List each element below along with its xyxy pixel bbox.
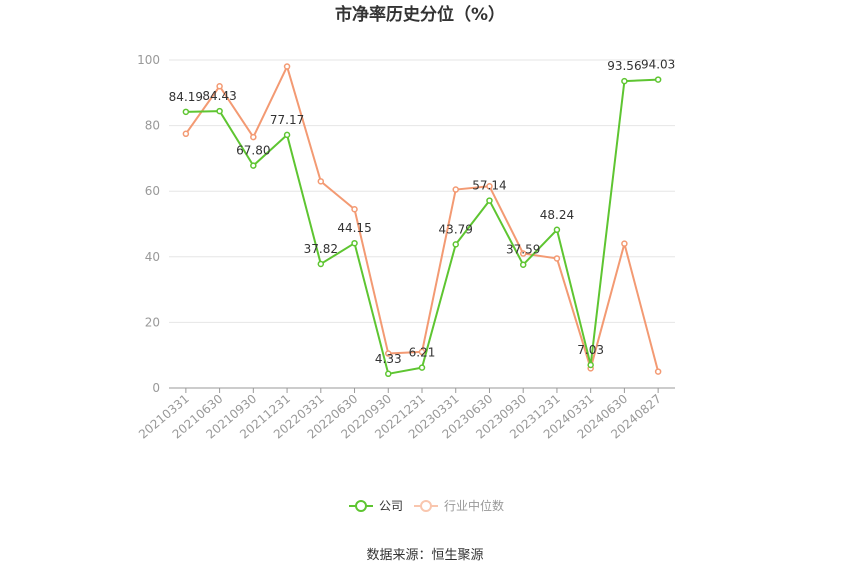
series-line <box>185 65 660 372</box>
data-labels: 84.19 84.43 67.80 77.17 37.82 44.15 4.33 6.21 43… <box>169 58 676 366</box>
y-tick-label: 40 <box>145 250 160 264</box>
data-label: 4.33 <box>375 352 402 366</box>
data-point[interactable] <box>654 368 662 375</box>
data-label: 43.79 <box>439 222 473 236</box>
legend-item-company[interactable]: 公司 <box>349 499 403 513</box>
legend-item-industry[interactable]: 行业中位数 <box>414 498 504 513</box>
data-point[interactable] <box>452 186 459 193</box>
data-point[interactable] <box>486 183 493 190</box>
series-line <box>185 78 659 375</box>
data-point[interactable] <box>452 241 459 248</box>
data-point[interactable] <box>250 133 257 141</box>
x-axis: 2021033120210630202109302021123120220331… <box>136 387 675 442</box>
data-label: 57.14 <box>472 179 506 193</box>
data-label: 94.03 <box>641 58 675 72</box>
data-point[interactable] <box>385 350 392 357</box>
data-point[interactable] <box>317 260 325 268</box>
data-point[interactable] <box>621 240 628 247</box>
data-point[interactable] <box>621 77 628 85</box>
data-point[interactable] <box>418 348 426 356</box>
data-label: 6.21 <box>409 346 436 360</box>
data-point[interactable] <box>216 107 223 115</box>
y-tick-label: 60 <box>145 184 160 198</box>
data-point[interactable] <box>283 131 291 139</box>
data-point[interactable] <box>486 197 493 204</box>
legend-label-company: 公司 <box>379 499 403 513</box>
y-tick-label: 20 <box>145 315 160 329</box>
data-point[interactable] <box>283 63 291 70</box>
source-note: 数据来源：恒生聚源 <box>366 548 483 563</box>
series-company <box>182 76 662 378</box>
data-point[interactable] <box>587 361 594 369</box>
grid-lines <box>169 59 675 323</box>
data-label: 84.19 <box>169 90 203 104</box>
y-tick-label: 0 <box>152 381 160 395</box>
data-label: 37.59 <box>506 243 540 257</box>
data-label: 84.43 <box>202 89 236 103</box>
data-label: 48.24 <box>540 208 574 222</box>
data-point[interactable] <box>182 130 190 138</box>
data-label: 67.80 <box>236 144 270 158</box>
data-point[interactable] <box>519 261 527 268</box>
data-point[interactable] <box>216 82 223 90</box>
data-point[interactable] <box>418 364 426 371</box>
data-label: 37.82 <box>304 242 338 256</box>
series-industry-median <box>182 63 662 375</box>
data-label: 77.17 <box>270 113 304 127</box>
data-point[interactable] <box>351 239 358 247</box>
y-tick-label: 100 <box>137 53 160 67</box>
data-label: 93.56 <box>607 59 641 73</box>
series-layer <box>182 63 662 378</box>
data-point[interactable] <box>250 162 257 169</box>
data-point[interactable] <box>553 255 561 262</box>
legend-label-industry: 行业中位数 <box>444 498 504 513</box>
chart-title: 市净率历史分位（%） <box>335 4 505 25</box>
legend-marker-industry <box>420 500 432 512</box>
data-point[interactable] <box>182 108 190 116</box>
data-label: 44.15 <box>337 221 371 235</box>
y-axis: 0 20 40 60 80 100 <box>137 53 160 395</box>
legend[interactable]: 公司 行业中位数 <box>349 498 504 513</box>
data-point[interactable] <box>351 205 358 213</box>
data-label: 7.03 <box>577 343 604 357</box>
data-point[interactable] <box>553 226 561 234</box>
data-point[interactable] <box>385 370 392 378</box>
data-point[interactable] <box>317 178 325 185</box>
y-tick-label: 80 <box>145 119 160 133</box>
data-point[interactable] <box>654 76 662 83</box>
data-point[interactable] <box>519 250 527 257</box>
legend-marker-company <box>355 500 367 512</box>
